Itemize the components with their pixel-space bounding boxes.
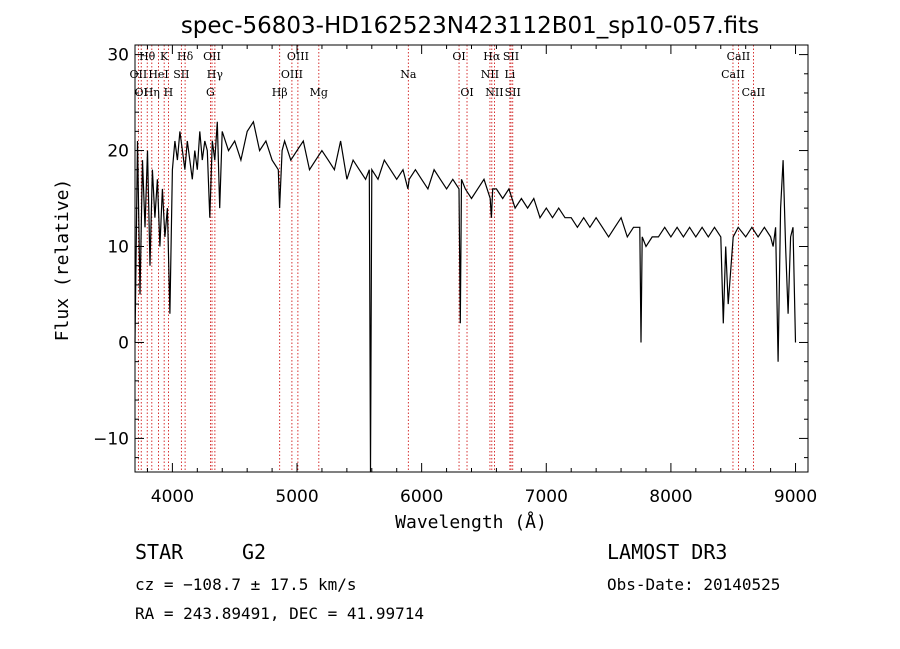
y-axis-ticks: −10 0 10 20 30 [93,46,808,459]
x-tick-label-3: 7000 [525,487,568,507]
line-label-5: OI [452,50,465,63]
line-label-7: SII [503,50,519,63]
x-tick-label-4: 8000 [649,487,692,507]
y-tick-label-0: −10 [93,429,129,449]
line-label-22: Hβ [272,86,288,99]
x-tick-label-5: 9000 [774,487,817,507]
line-label-18: OI [135,86,148,99]
x-axis-label: Wavelength (Å) [395,511,547,533]
x-tick-label-0: 4000 [151,487,194,507]
line-label-3: OII [203,50,221,63]
line-label-19: Hη [144,86,160,99]
plot-frame [134,44,809,473]
line-label-27: CaII [742,86,766,99]
line-label-15: NII [481,68,499,81]
line-label-23: Mg [310,86,328,99]
y-tick-label-2: 10 [107,238,129,258]
line-label-10: HeI [148,68,168,81]
line-label-20: H [164,86,174,99]
line-label-6: Hα [483,50,501,63]
line-label-17: CaII [721,68,745,81]
line-label-11: SII [173,68,189,81]
line-label-2: Hδ [177,50,194,63]
emission-line-markers [137,45,754,472]
x-axis-ticks: 4000 5000 6000 7000 8000 9000 [146,45,817,507]
line-label-16: Li [504,68,515,81]
line-label-24: OI [460,86,473,99]
spectral-subclass: G2 [242,540,267,564]
line-label-12: Hγ [207,68,224,81]
line-label-1: K [160,50,169,63]
line-label-21: G [206,86,215,99]
line-label-4: OIII [287,50,309,63]
line-label-8: CaII [727,50,751,63]
line-label-25: NII [485,86,503,99]
y-tick-label-4: 30 [107,46,129,66]
x-tick-label-1: 5000 [275,487,318,507]
object-type: STAR [135,540,184,564]
observation-date: Obs-Date: 20140525 [607,575,781,594]
survey-name: LAMOST DR3 [607,540,728,564]
y-axis-label: Flux (relative) [52,179,73,342]
line-label-0: Hθ [139,50,156,63]
line-label-9: OII [130,68,148,81]
coordinates: RA = 243.89491, DEC = 41.99714 [135,604,424,623]
radial-velocity: cz = −108.7 ± 17.5 km/s [135,575,357,594]
y-tick-label-3: 20 [107,142,129,162]
x-tick-label-2: 6000 [400,487,443,507]
spectrum-line [134,120,797,473]
y-tick-label-1: 0 [118,333,129,353]
line-label-13: OIII [281,68,303,81]
chart-title: spec-56803-HD162523N423112B01_sp10-057.f… [181,13,759,39]
line-label-14: Na [400,68,417,81]
line-label-26: SII [505,86,521,99]
